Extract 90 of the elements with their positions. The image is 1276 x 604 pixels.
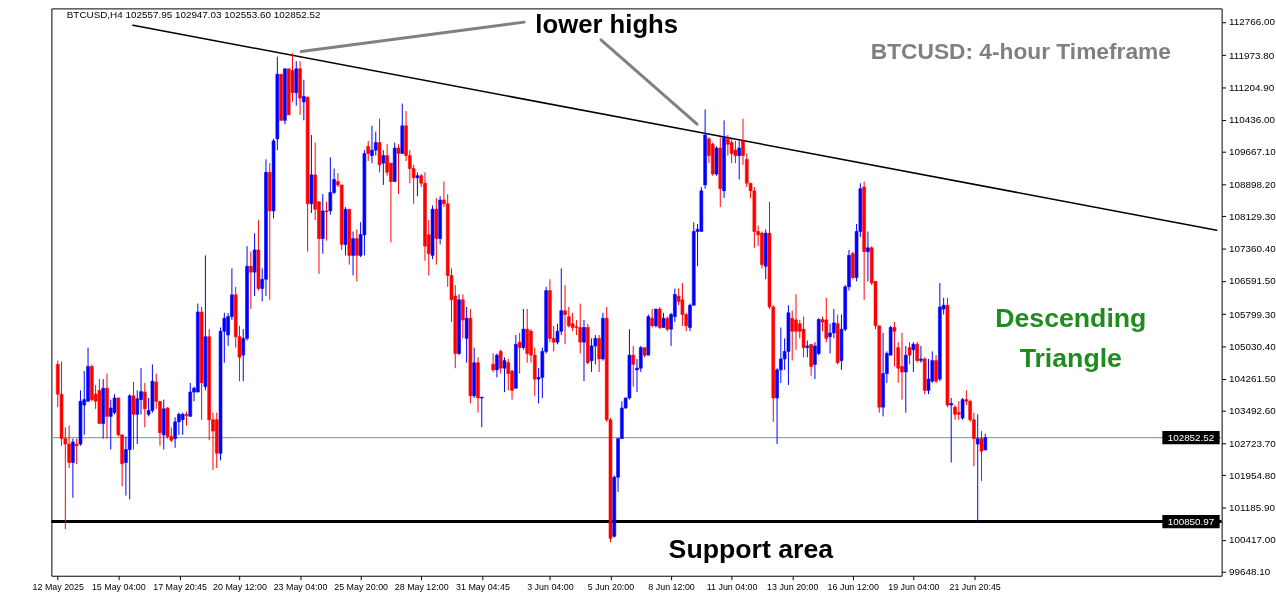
x-tick-label: 16 Jun 12:00 [827,582,879,593]
x-tick-label: 17 May 20:45 [153,582,208,593]
candlestick [464,306,469,364]
x-tick-label: 23 May 04:00 [273,582,328,593]
candlestick [953,404,957,421]
y-tick-label: 109667.10 [1229,146,1276,158]
candlestick [351,230,355,276]
candlestick [143,382,147,428]
candlestick [381,149,386,186]
candlestick [521,308,526,351]
annotation: lower highs [535,9,679,38]
candlestick [249,251,253,310]
candlestick [729,138,734,164]
candlestick [324,201,329,242]
candlestick [71,438,75,499]
candlestick [809,343,813,377]
y-tick-label: 103492.60 [1229,405,1276,417]
candlestick [631,345,635,388]
x-tick-label: 5 Jun 20:00 [587,582,635,593]
candlestick [252,232,257,297]
x-tick-label: 12 May 2025 [32,582,84,593]
candlestick [907,341,912,365]
candlestick [582,319,586,382]
candlestick [563,284,567,345]
y-tick-label: 102723.70 [1229,437,1276,449]
candlestick [491,352,495,373]
y-tick-label: 105799.30 [1229,308,1276,320]
candlestick [506,358,511,391]
candlestick [328,156,333,216]
candlestick [949,397,953,464]
annotation: Descending Triangle [995,303,1147,373]
y-tick-label: 101954.80 [1229,469,1276,481]
candlestick [370,125,374,164]
y-tick-label: 111204.90 [1229,81,1275,93]
candlestick [578,303,582,354]
ref-line-label: 100850.97 [1167,515,1215,527]
candlestick [302,79,306,121]
y-tick-label: 101185.90 [1229,502,1276,514]
y-tick-label: 104261.50 [1229,373,1276,385]
candlestick [495,352,499,378]
x-tick-label: 8 Jun 12:00 [648,582,695,593]
x-tick-label: 20 May 12:00 [213,582,267,593]
candlestick [733,140,738,164]
y-tick-label: 99648.10 [1229,566,1271,578]
text: BTCUSD: 4-hour Timeframe [870,38,1171,65]
x-tick-label: 15 May 04:00 [91,582,146,593]
x-tick-label: 21 Jun 20:45 [949,582,1001,593]
candlestick [794,293,798,351]
candlestick [915,341,919,364]
y-tick-label: 105030.40 [1229,340,1276,352]
y-tick-label: 107360.40 [1229,243,1276,255]
candlestick [589,337,594,373]
candlestick [654,308,658,328]
y-tick-label: 108129.30 [1229,210,1276,222]
candlestick [919,345,923,364]
candlestick [904,345,908,414]
candlestick [650,308,654,328]
candlestick [900,332,904,401]
candlestick [173,416,177,449]
ref-line-label: 102852.52 [1167,431,1215,443]
candlestick [479,396,484,428]
x-tick-label: 19 Jun 04:00 [888,582,940,593]
annotation: Support area [668,534,834,565]
candlestick [934,354,938,384]
candlestick [911,341,916,373]
x-tick-label: 11 Jun 04:00 [706,582,758,593]
y-tick-label: 106591.50 [1229,275,1276,287]
candlestick [294,60,299,107]
candlestick [957,400,961,421]
y-tick-label: 111973.80 [1229,49,1275,61]
candlestick [131,381,136,451]
candlestick [866,230,870,282]
candlestick [498,349,503,375]
y-tick-label: 110436.00 [1229,114,1276,126]
candlestick [737,140,741,180]
annotation: BTCUSD,H4 102557.95 102947.03 102553.60 102852.52 [66,9,321,21]
candlestick [975,413,980,523]
x-tick-label: 31 May 04:45 [456,582,510,593]
x-tick-label: 28 May 12:00 [394,582,449,593]
y-tick-label: 100417.00 [1229,534,1276,546]
x-tick-label: 13 Jun 20:00 [767,582,819,593]
candlestick [597,334,601,373]
candlestick [74,438,79,465]
y-tick-label: 112766.00 [1229,16,1276,28]
candlestick [461,293,465,339]
x-tick-label: 3 Jun 04:00 [527,582,574,593]
candlestick [366,140,370,162]
y-tick-label: 108898.20 [1229,178,1276,190]
candlestick [517,332,522,375]
x-tick-label: 25 May 20:00 [334,582,389,593]
